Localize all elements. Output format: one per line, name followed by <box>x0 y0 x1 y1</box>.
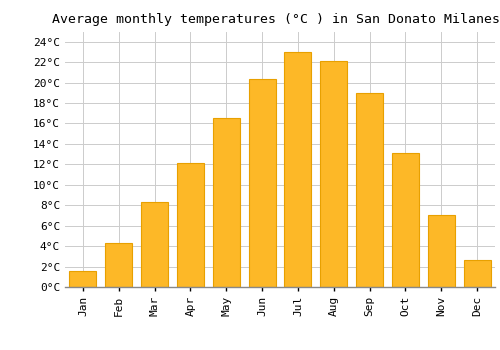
Title: Average monthly temperatures (°C ) in San Donato Milanese: Average monthly temperatures (°C ) in Sa… <box>52 13 500 26</box>
Bar <box>356 93 383 287</box>
Bar <box>284 52 312 287</box>
Bar <box>428 216 454 287</box>
Bar <box>464 260 490 287</box>
Bar <box>141 202 168 287</box>
Bar <box>177 163 204 287</box>
Bar <box>248 78 276 287</box>
Bar <box>70 271 96 287</box>
Bar <box>106 243 132 287</box>
Bar <box>213 118 240 287</box>
Bar <box>320 61 347 287</box>
Bar <box>392 153 419 287</box>
